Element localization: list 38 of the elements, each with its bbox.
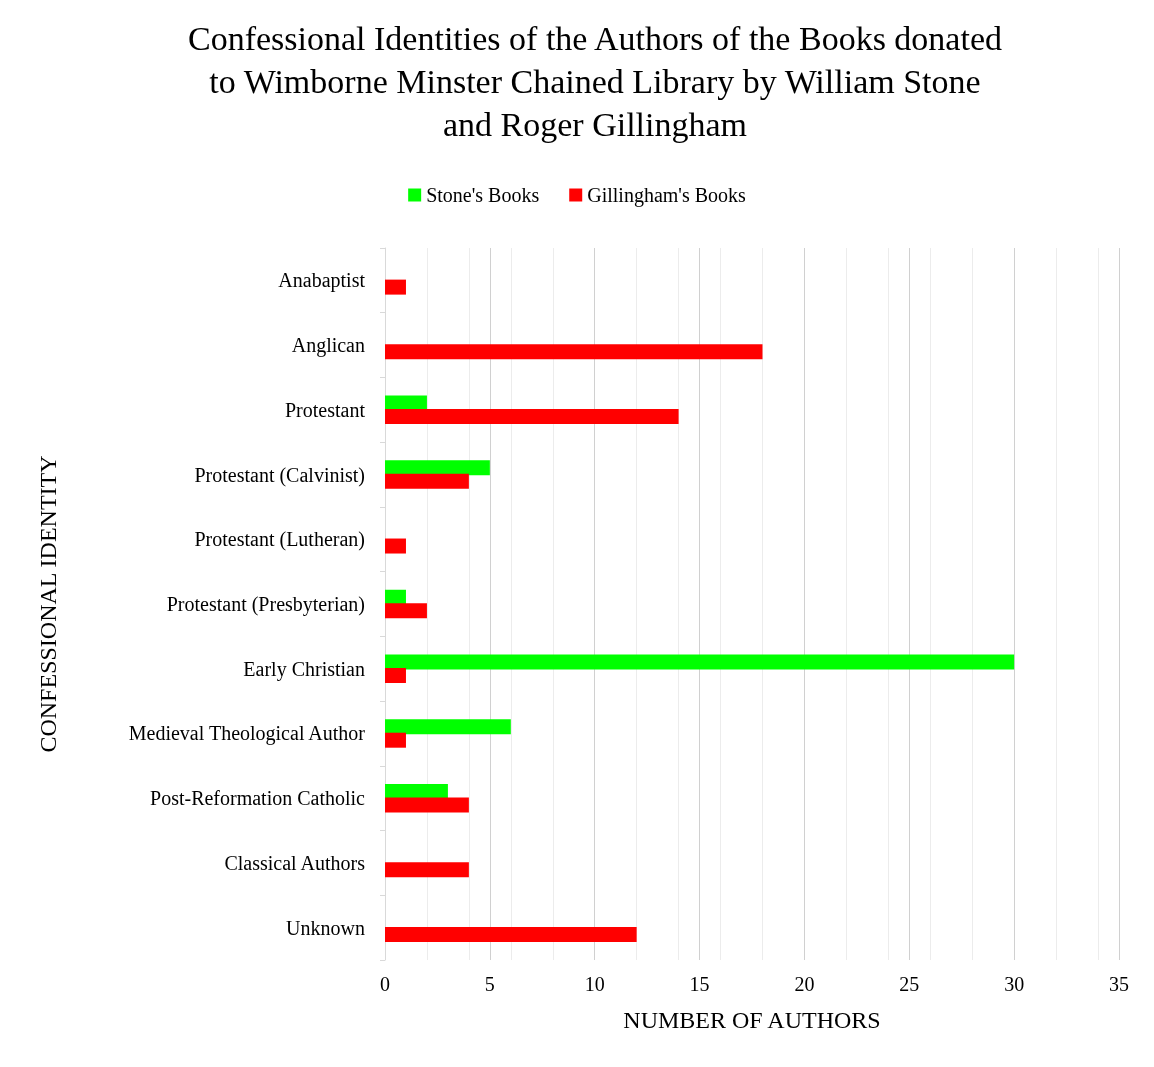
y-tick-label: Post-Reformation Catholic: [150, 787, 366, 810]
bar: [385, 797, 469, 813]
bar: [385, 719, 511, 735]
y-axis-title: CONFESSIONAL IDENTITY: [35, 455, 61, 753]
x-tick-label: 25: [899, 973, 920, 995]
y-tick-label: Unknown: [286, 916, 365, 939]
x-tick-label: 15: [689, 973, 710, 995]
y-tick-label: Protestant: [285, 398, 366, 421]
y-tick-label: Classical Authors: [224, 851, 366, 874]
bar: [385, 409, 679, 425]
legend-label: Stone's Books: [426, 184, 540, 206]
x-tick-label: 0: [380, 973, 390, 995]
y-tick-label: Anglican: [291, 334, 365, 358]
y-tick-label: Protestant (Lutheran): [194, 528, 365, 552]
x-axis-title: NUMBER OF AUTHORS: [623, 1007, 881, 1033]
chart-title: Confessional Identities of the Authors of the Books donated to Wimborne Minster Chained Library by William Stone and Roger Gillingham: [188, 20, 1002, 143]
bar: [385, 279, 406, 295]
bar: [385, 473, 469, 489]
bar: [385, 603, 427, 619]
bar: [385, 538, 406, 554]
bar: [385, 926, 637, 942]
bar: [385, 667, 406, 683]
bar: [385, 460, 490, 476]
y-tick-label: Protestant (Calvinist): [194, 463, 365, 487]
y-tick-label: Medieval Theological Author: [128, 722, 366, 746]
x-tick-label: 30: [1004, 973, 1025, 995]
bar: [385, 654, 1015, 670]
bar: [385, 862, 469, 878]
x-tick-label: 5: [484, 973, 495, 995]
x-tick-label: 20: [794, 973, 815, 995]
x-tick-label: 10: [584, 973, 605, 995]
bar: [385, 732, 406, 748]
y-tick-label: Early Christian: [243, 657, 365, 681]
x-tick-label: 35: [1109, 973, 1129, 995]
legend-label: Gillingham's Books: [587, 184, 747, 207]
bar: [385, 344, 763, 360]
y-tick-label: Protestant (Presbyterian): [166, 593, 365, 616]
y-tick-label: Anabaptist: [278, 269, 366, 293]
